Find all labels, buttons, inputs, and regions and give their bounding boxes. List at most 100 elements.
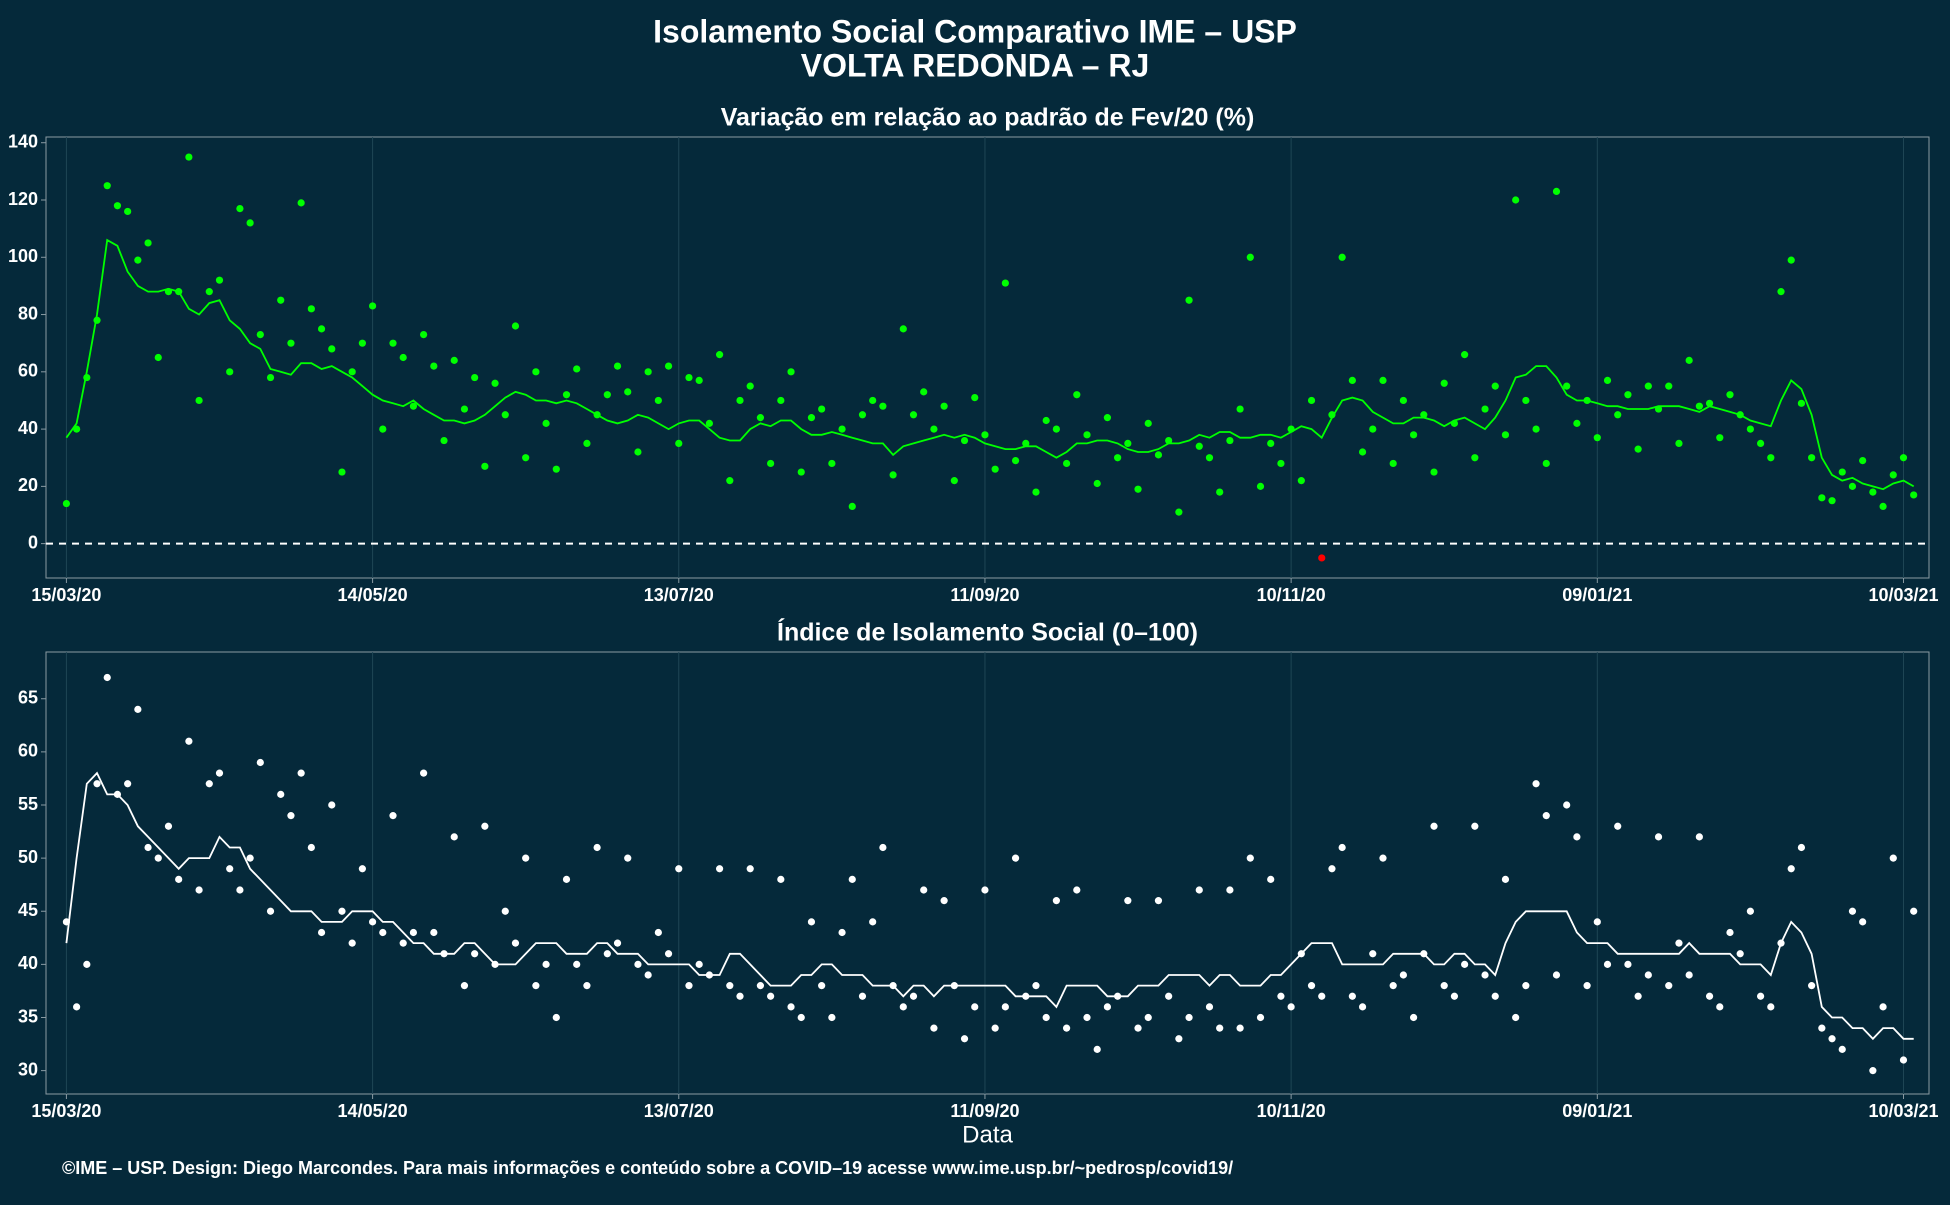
data-point [195,396,203,405]
x-tick-label: 10/03/21 [1868,585,1938,605]
y-tick-label: 30 [18,1059,38,1079]
data-point [858,992,867,1000]
data-point [1634,992,1642,1000]
data-point [828,459,836,468]
data-point [726,477,734,485]
data-point [511,322,520,330]
data-point [1675,939,1683,947]
data-point [654,928,662,937]
data-point [1216,1024,1224,1032]
data-point [573,960,581,968]
data-point [103,182,111,190]
data-point [1522,396,1530,405]
data-point [644,368,652,376]
data-point [175,875,183,883]
data-point [1624,960,1632,968]
data-point [1552,971,1561,979]
data-point [1358,448,1367,456]
data-point [420,769,428,777]
plot-border [45,651,1930,1095]
data-point [613,939,622,947]
data-point [266,907,275,915]
data-point [1869,1067,1877,1075]
data-point [246,219,254,227]
data-point [236,886,244,894]
x-tick-label: 13/07/20 [644,1101,714,1121]
data-point [777,875,785,883]
data-point [675,865,683,873]
data-point [1828,497,1836,505]
data-point [154,353,162,362]
data-point [481,822,489,830]
y-tick-label: 40 [18,418,38,438]
y-tick-label: 60 [18,741,38,761]
data-point [1757,992,1765,1000]
data-point [277,790,285,798]
data-point [144,843,152,852]
data-point [950,477,958,485]
data-point [1001,279,1009,287]
data-point [879,402,887,410]
data-point [542,960,550,968]
data-point [797,1013,805,1022]
data-point [297,769,305,777]
data-point [1052,897,1060,905]
data-point [1165,992,1173,1000]
data-point [103,673,111,682]
data-point [1563,801,1571,809]
data-point [1512,196,1520,204]
data-point [1705,992,1714,1000]
data-point [1501,875,1510,883]
data-point [348,368,356,376]
data-point [430,928,438,937]
data-point [256,758,264,767]
data-point [460,982,469,990]
data-point [328,801,336,809]
data-point [471,373,479,382]
data-point [746,865,754,873]
data-point [1430,468,1438,476]
data-point [1450,992,1459,1000]
x-tick-label: 13/07/20 [644,585,714,605]
data-point [1440,379,1448,387]
data-point [1358,1003,1367,1011]
data-point [1899,454,1908,462]
data-point [1910,907,1918,915]
data-point [501,907,509,915]
data-point [307,305,315,313]
y-tick-label: 140 [8,131,38,151]
data-point [1828,1035,1836,1043]
y-tick-label: 55 [18,794,38,814]
data-point [960,436,969,445]
data-point [991,1024,999,1032]
data-point [715,865,724,873]
data-point [1634,445,1642,453]
data-point [124,207,132,216]
data-point [1307,396,1316,405]
data-point [460,405,469,413]
data-point [971,393,979,402]
data-point [981,886,989,894]
data-point [664,950,673,958]
data-point [83,960,91,968]
x-tick-label: 09/01/21 [1562,585,1632,605]
data-point [287,812,295,820]
data-point [869,396,877,405]
data-point [705,419,713,427]
data-point [1379,854,1387,862]
data-point [1277,459,1285,468]
data-point [1093,479,1101,488]
data-point [1603,376,1612,385]
data-point [1369,950,1377,958]
data-point [511,939,520,947]
data-point [1542,459,1550,468]
y-tick-label: 50 [18,847,38,867]
data-point [1481,405,1489,413]
data-point [246,854,254,862]
data-point [1767,454,1775,462]
data-point [1695,833,1703,841]
data-point [399,353,407,362]
data-point [1695,402,1703,410]
data-point [450,356,458,364]
